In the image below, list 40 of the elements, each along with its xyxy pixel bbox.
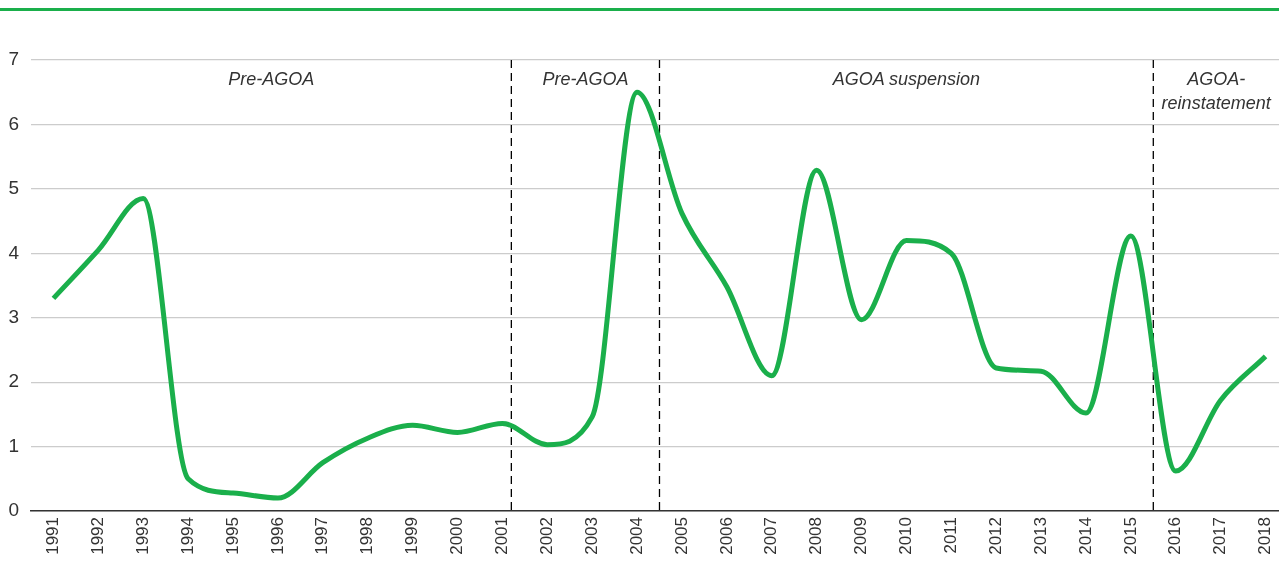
x-tick-label: 2004 [626, 517, 646, 555]
x-tick-label: 2003 [581, 517, 601, 555]
x-tick-label: 1996 [267, 517, 287, 555]
x-tick-label: 2002 [536, 517, 556, 555]
x-tick-label: 1995 [222, 517, 242, 555]
x-tick-label: 2013 [1030, 517, 1050, 555]
annotation: AGOA suspension [831, 69, 981, 89]
x-tick-label: 2018 [1255, 517, 1275, 555]
y-tick-label: 2 [8, 370, 19, 392]
x-tick-label: 2012 [985, 517, 1005, 555]
annotation: Pre-AGOA [228, 69, 315, 89]
x-tick-label: 2000 [447, 517, 467, 555]
x-tick-label: 1991 [43, 517, 63, 555]
x-tick-label: 2001 [492, 517, 512, 555]
annotation: AGOA-reinstatement [1161, 69, 1272, 113]
x-tick-label: 1992 [88, 517, 108, 555]
x-tick-label: 2010 [896, 517, 916, 555]
y-tick-label: 1 [8, 434, 19, 456]
x-tick-label: 1998 [357, 517, 377, 555]
y-tick-label: 6 [8, 112, 19, 134]
x-tick-label: 1993 [132, 517, 152, 555]
x-tick-label: 2017 [1210, 517, 1230, 555]
annotation: Pre-AGOA [542, 69, 629, 89]
x-tick-label: 2015 [1120, 517, 1140, 555]
x-tick-label: 2008 [806, 517, 826, 555]
x-tick-label: 1997 [312, 517, 332, 555]
x-tick-label: 2009 [851, 517, 871, 555]
x-tick-label: 1994 [177, 517, 197, 555]
x-tick-label: 1999 [402, 517, 422, 555]
y-tick-label: 3 [8, 305, 19, 327]
y-tick-label: 7 [8, 48, 19, 70]
x-tick-label: 2007 [761, 517, 781, 555]
y-tick-label: 4 [8, 241, 20, 263]
x-tick-label: 2016 [1165, 517, 1185, 555]
y-tick-label: 0 [8, 499, 19, 521]
x-tick-label: 2011 [940, 517, 960, 554]
x-tick-label: 2006 [716, 517, 736, 555]
x-tick-label: 2005 [671, 517, 691, 555]
x-tick-label: 2014 [1075, 517, 1095, 555]
y-tick-label: 5 [8, 177, 19, 199]
